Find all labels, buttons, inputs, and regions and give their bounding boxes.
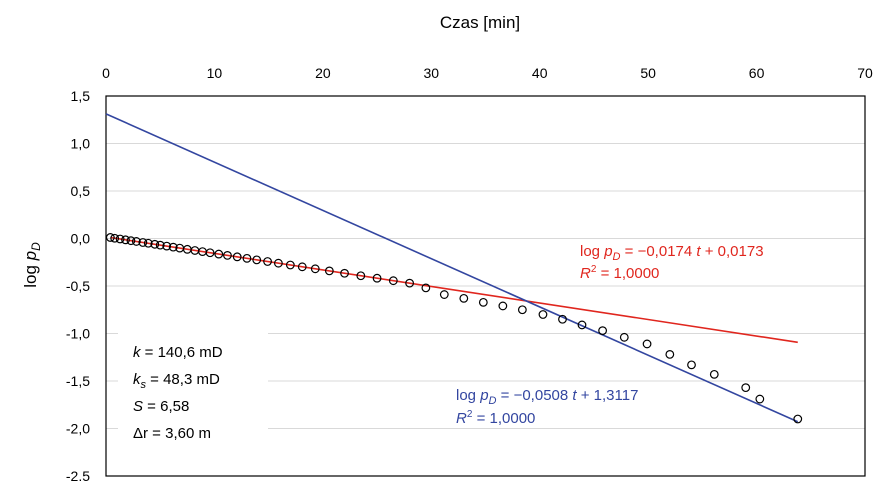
data-point: [709, 369, 719, 379]
data-point: [421, 283, 431, 293]
data-point: [619, 332, 629, 342]
data-point: [297, 262, 307, 272]
data-point: [115, 234, 125, 244]
param-k: k = 140,6 mD: [133, 344, 223, 361]
data-point: [285, 260, 295, 270]
data-points: [105, 233, 803, 424]
y-tick-label: 1,0: [71, 136, 91, 152]
y-tick-label: 1,5: [71, 88, 91, 104]
blue-fit-line: [105, 113, 799, 423]
x-tick-label: 40: [532, 65, 548, 81]
data-point: [252, 255, 262, 265]
x-tick-label: 20: [315, 65, 331, 81]
data-point: [459, 293, 469, 303]
data-point: [150, 239, 160, 249]
blue-fit-r2: R2 = 1,0000: [456, 409, 535, 427]
x-tick-labels: 0 10 20 30 40 50 60 70: [102, 65, 873, 81]
red-fit-equation: log pD = −0,0174 t + 0,0173: [580, 243, 764, 263]
data-point: [793, 414, 803, 424]
data-point: [755, 394, 765, 404]
red-fit-r2: R2 = 1,0000: [580, 264, 659, 282]
y-tick-labels: 1,5 1,0 0,5 0,0 -0,5 -1,0 -1,5 -2,0 -2,5: [66, 88, 90, 481]
data-point: [263, 257, 272, 266]
y-tick-label: -2,0: [66, 421, 90, 437]
data-point: [131, 237, 141, 246]
blue-fit-equation: log pD = −0,0508 t + 1,3117: [456, 387, 638, 407]
x-tick-label: 30: [423, 65, 439, 81]
red-fit-line: [110, 236, 798, 344]
data-point: [105, 233, 115, 242]
data-point: [356, 271, 366, 281]
data-point: [143, 238, 153, 248]
data-point: [274, 258, 283, 268]
x-axis-title: Czas [min]: [440, 13, 520, 32]
data-point: [242, 253, 252, 263]
data-point: [138, 238, 148, 247]
param-ks: ks = 48,3 mD: [133, 371, 220, 391]
data-point: [162, 241, 172, 251]
x-tick-label: 10: [207, 65, 223, 81]
data-point: [741, 383, 751, 393]
data-point: [232, 252, 242, 262]
data-point: [310, 264, 320, 274]
params-box: [118, 326, 268, 448]
data-point: [478, 297, 488, 307]
x-tick-label: 60: [749, 65, 765, 81]
x-tick-label: 50: [640, 65, 656, 81]
data-point: [372, 273, 382, 283]
data-point: [405, 278, 415, 288]
plot-area-border: [105, 95, 866, 477]
data-point: [665, 350, 675, 359]
y-tick-label: -1,0: [66, 326, 90, 342]
y-tick-label: -2,5: [66, 468, 90, 481]
data-point: [558, 314, 567, 324]
data-point: [121, 235, 130, 245]
fit-lines: [105, 113, 799, 423]
data-point: [598, 326, 608, 336]
data-point: [439, 290, 449, 299]
data-point: [538, 310, 548, 319]
data-point: [214, 249, 224, 259]
y-tick-label: -0,5: [66, 278, 90, 294]
data-point: [340, 268, 349, 278]
y-tick-label: 0,5: [71, 183, 91, 199]
y-tick-label: 0,0: [71, 231, 91, 247]
x-tick-label: 0: [102, 65, 110, 81]
data-point: [205, 248, 215, 258]
y-axis-title: log pD: [21, 242, 43, 288]
data-point: [168, 242, 178, 252]
data-point: [577, 320, 587, 330]
param-dr: Δr = 3,60 m: [133, 425, 211, 442]
data-point: [324, 266, 334, 276]
data-point: [110, 233, 120, 243]
data-point: [388, 276, 398, 286]
x-tick-label: 70: [857, 65, 873, 81]
data-point: [517, 305, 527, 315]
data-point: [498, 301, 508, 311]
data-point: [155, 240, 165, 250]
data-point: [126, 236, 136, 246]
param-S: S = 6,58: [133, 398, 189, 415]
data-point: [642, 339, 652, 349]
y-tick-label: -1,5: [66, 373, 90, 389]
data-point: [687, 360, 696, 370]
data-point: [223, 251, 232, 260]
